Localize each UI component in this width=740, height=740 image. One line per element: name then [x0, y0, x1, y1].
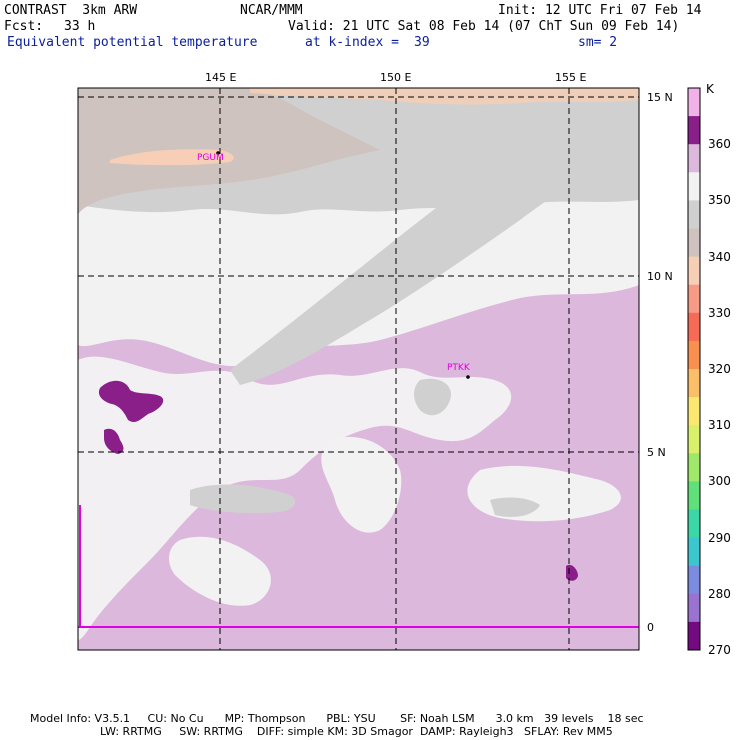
- colorbar-swatch: [688, 621, 700, 651]
- colorbar-swatch: [688, 88, 700, 117]
- field-white-patch-3: [321, 436, 402, 533]
- colorbar-swatch: [688, 425, 700, 454]
- colorbar-swatch: [688, 144, 700, 173]
- center-name: NCAR/MMM: [240, 3, 303, 18]
- colorbar-swatch: [688, 481, 700, 510]
- map-grid: [78, 88, 639, 650]
- field-tan-west: [78, 88, 380, 215]
- valid-time: Valid: 21 UTC Sat 08 Feb 14 (07 ChT Sun …: [288, 19, 680, 34]
- colorbar-swatch: [688, 284, 700, 314]
- lat-label-0: 0: [647, 621, 654, 634]
- map-frame: [77, 87, 640, 651]
- colorbar-label: 280: [708, 586, 731, 601]
- init-time: Init: 12 UTC Fri 07 Feb 14: [498, 3, 702, 18]
- field-gray-blob-2: [490, 497, 540, 517]
- colorbar-label: 290: [708, 530, 731, 545]
- forecast-label: Fcst:: [4, 19, 44, 34]
- colorbar-swatch: [688, 565, 700, 595]
- colorbar-swatch: [688, 312, 700, 342]
- field-peach-north: [250, 88, 639, 105]
- lon-label-150: 150 E: [380, 71, 412, 84]
- model-info-line1: Model Info: V3.5.1 CU: No Cu MP: Thompso…: [30, 712, 644, 725]
- forecast-hour: 33 h: [64, 19, 96, 34]
- colorbar-swatch: [688, 397, 700, 426]
- level-value: 39: [414, 35, 430, 50]
- colorbar-frame: [687, 87, 701, 651]
- field-purple-patch-2: [104, 428, 124, 454]
- field-gray-diagonal: [230, 108, 639, 385]
- model-title: CONTRAST 3km ARW: [4, 3, 138, 18]
- model-info-line2: LW: RRTMG SW: RRTMG DIFF: simple KM: 3D …: [100, 725, 613, 738]
- colorbar-swatch: [688, 256, 700, 286]
- smoothing: sm= 2: [578, 35, 618, 50]
- field-white-patch-1: [78, 356, 512, 640]
- colorbar-label: 270: [708, 643, 731, 657]
- colorbar-swatch: [688, 453, 700, 482]
- colorbar-label: 320: [708, 362, 731, 376]
- colorbar-swatch: [688, 116, 700, 145]
- colorbar-swatch: [688, 228, 700, 258]
- level-label: at k-index =: [305, 35, 399, 50]
- colorbar-label: 340: [708, 249, 731, 264]
- lat-label-15: 15 N: [647, 91, 673, 104]
- colorbar-swatch: [688, 509, 700, 539]
- colorbar-label: 300: [708, 474, 731, 489]
- colorbar-label: 350: [708, 193, 731, 208]
- field-peach-guam: [110, 149, 234, 166]
- station-marker-ptkk: [466, 375, 470, 379]
- field-gray-blob-1: [190, 484, 296, 514]
- colorbar-swatch: [688, 200, 700, 229]
- colorbar-label: 310: [708, 418, 731, 433]
- colorbar: [687, 87, 701, 651]
- colorbar-label: 360: [708, 137, 731, 152]
- lat-label-5: 5 N: [647, 446, 666, 459]
- field-name: Equivalent potential temperature: [7, 35, 258, 50]
- colorbar-swatch: [688, 593, 700, 623]
- station-label-pgum: PGUM: [197, 153, 224, 163]
- lon-label-145: 145 E: [205, 71, 237, 84]
- station-marker-pgum: [216, 151, 220, 155]
- colorbar-unit: K: [706, 82, 715, 96]
- colorbar-swatch: [688, 340, 700, 370]
- station-label-ptkk: PTKK: [447, 363, 471, 373]
- colorbar-swatch: [688, 369, 700, 398]
- field-gray-blob-3: [414, 378, 451, 416]
- lon-label-155: 155 E: [555, 71, 587, 84]
- lat-label-10: 10 N: [647, 270, 673, 283]
- colorbar-swatch: [688, 537, 700, 567]
- colorbar-swatch: [688, 172, 700, 201]
- colorbar-label: 330: [708, 305, 731, 320]
- field-purple-patch-1: [98, 380, 164, 423]
